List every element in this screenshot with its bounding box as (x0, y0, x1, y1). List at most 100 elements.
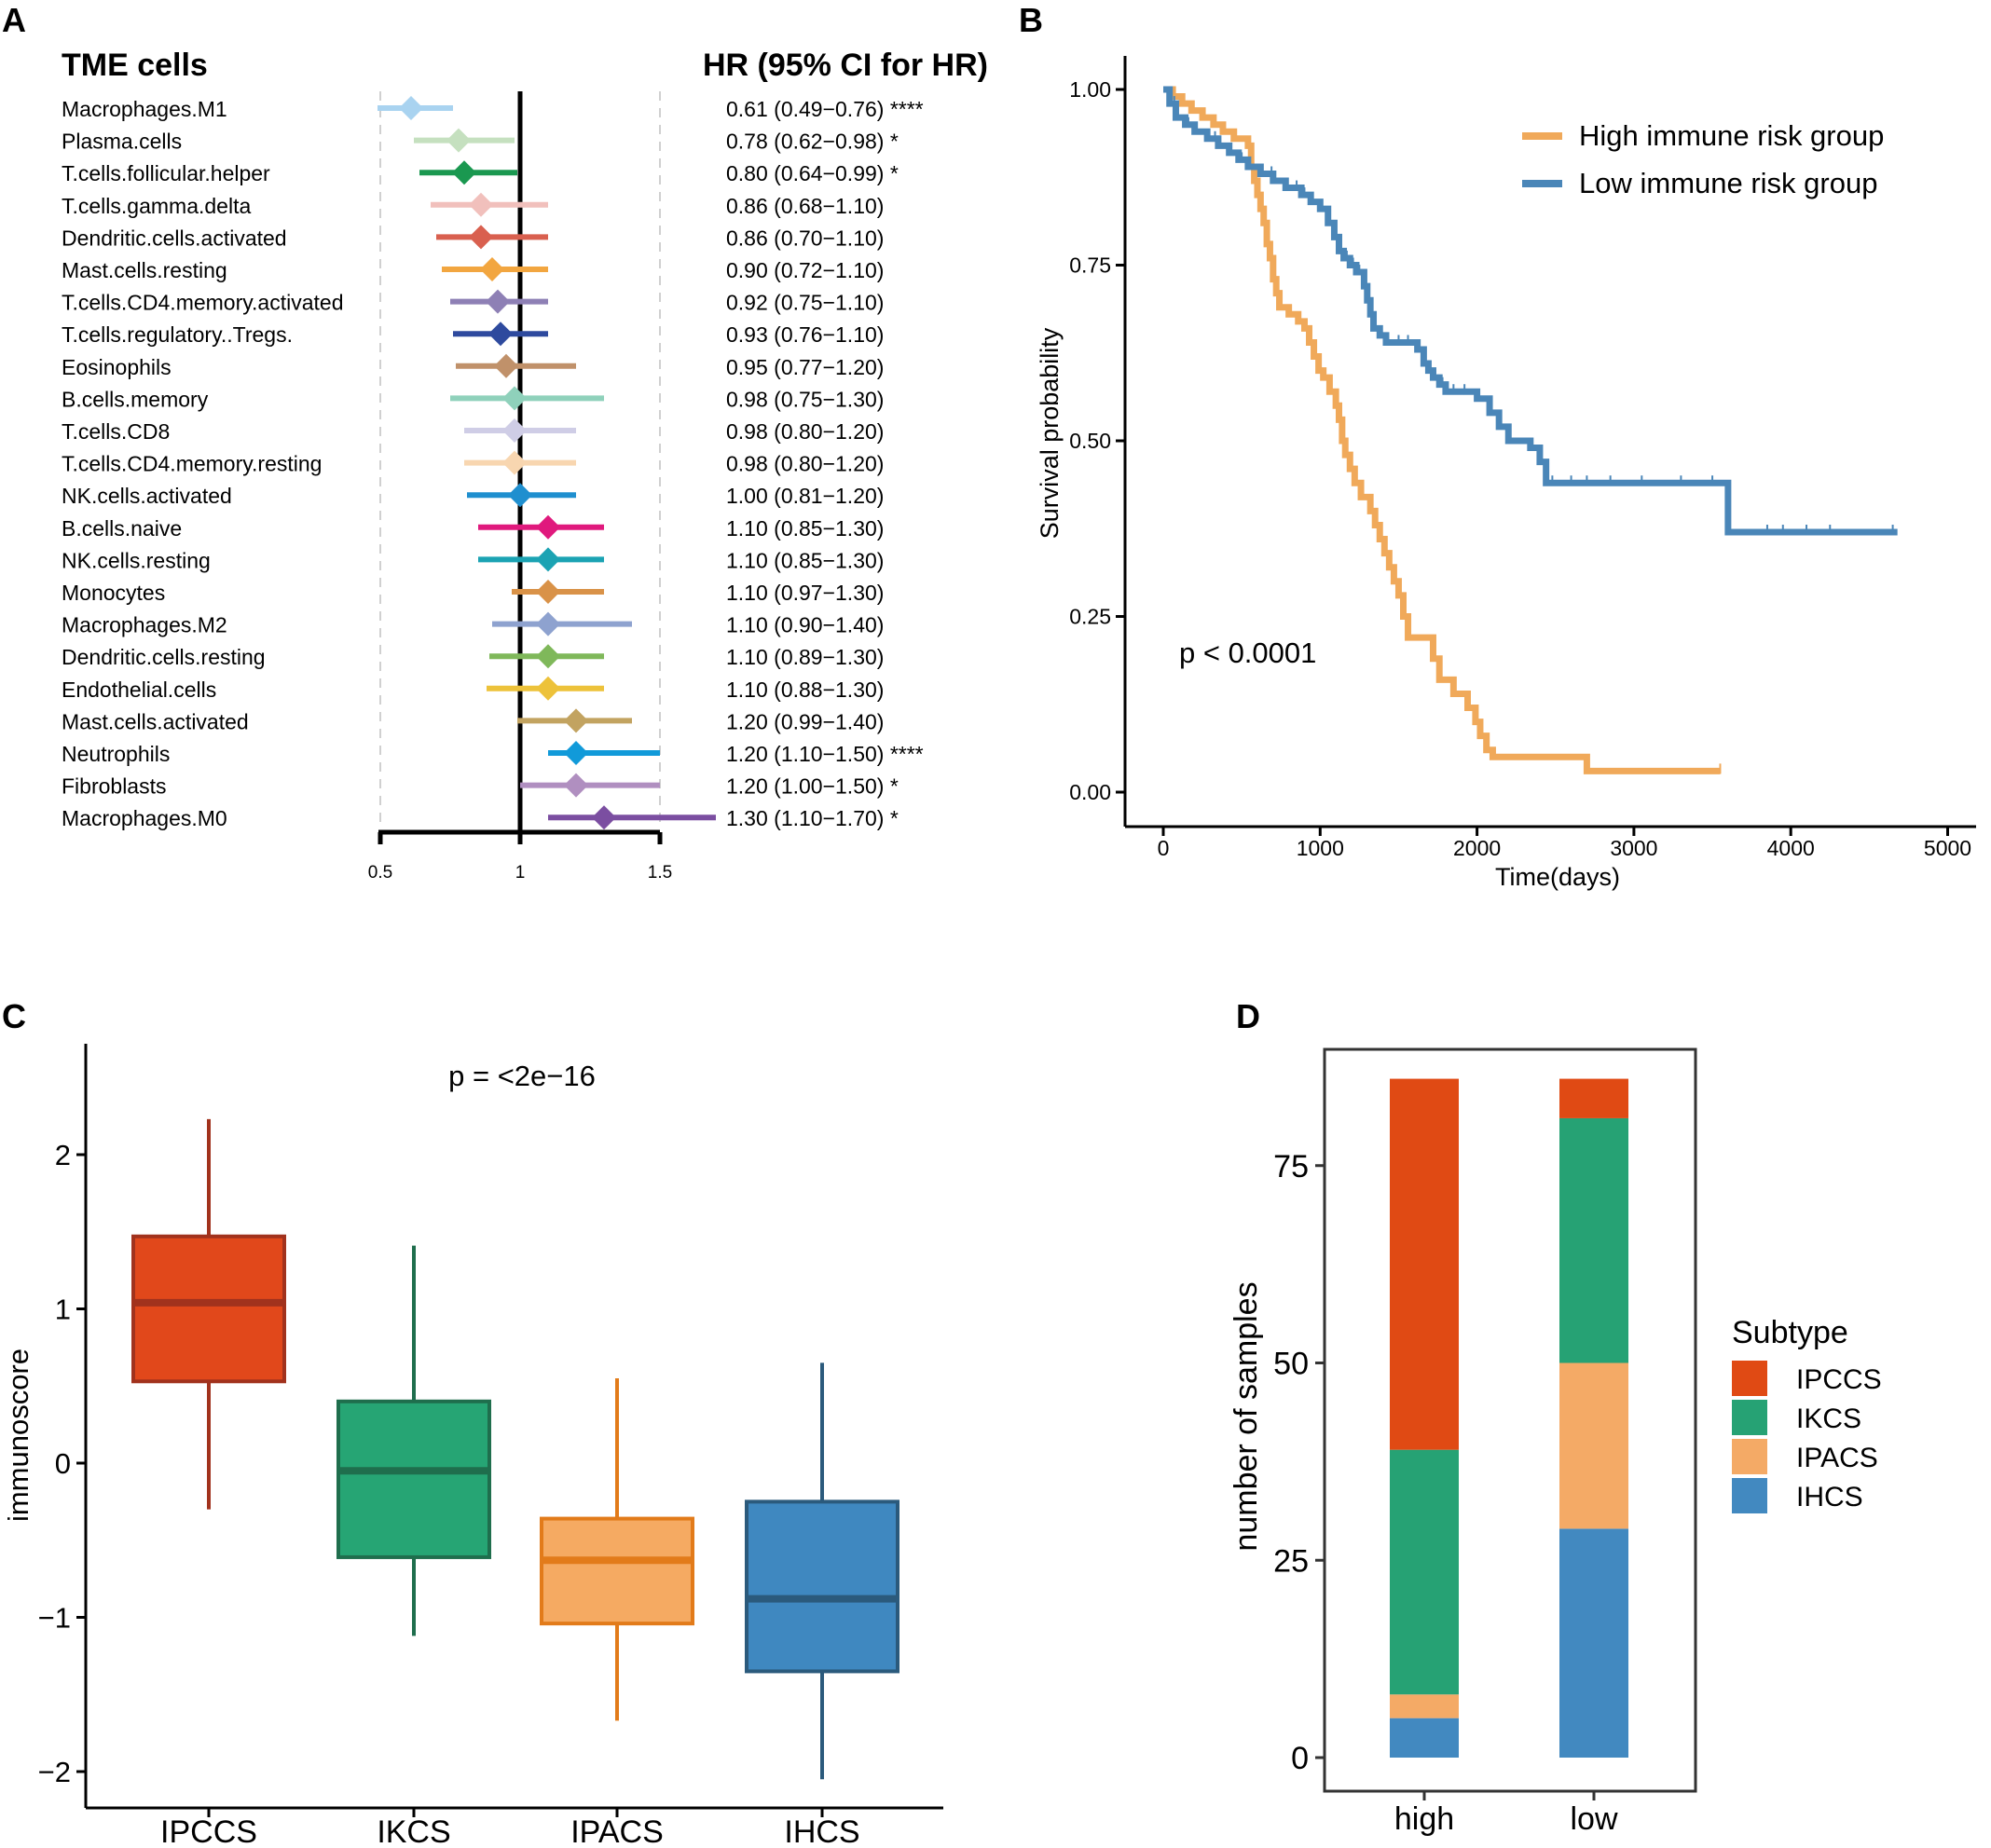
bar-y-label: number of samples (1229, 1281, 1264, 1551)
forest-row: B.cells.naive 1.10 (0.85−1.30) (62, 514, 884, 541)
forest-row-label: B.cells.naive (62, 516, 182, 541)
forest-row: Macrophages.M0 1.30 (1.10−1.70) * (62, 805, 899, 830)
panel-letter-b: B (1019, 1, 1043, 39)
forest-row: Plasma.cells 0.78 (0.62−0.98) * (62, 128, 899, 154)
forest-row-label: Macrophages.M2 (62, 613, 227, 637)
bar-legend: Subtype IPCCS IKCS IPACS IHCS (1732, 1315, 1882, 1513)
forest-row-value: 0.61 (0.49−0.76) **** (726, 97, 924, 121)
forest-row-label: T.cells.gamma.delta (62, 194, 251, 218)
box-iqr (745, 1499, 899, 1674)
forest-title-right: HR (95% CI for HR) (703, 48, 988, 83)
box-x-tick-label: IKCS (377, 1814, 450, 1848)
forest-row-label: Plasma.cells (62, 130, 182, 154)
km-y-tick-label: 0.75 (1069, 253, 1111, 278)
forest-row: Mast.cells.resting 0.90 (0.72−1.10) (62, 257, 884, 282)
forest-row-label: T.cells.regulatory..Tregs. (62, 322, 293, 347)
km-y-tick-label: 1.00 (1069, 77, 1111, 102)
box-ihcs (745, 1362, 899, 1780)
panel-letter-c: C (2, 997, 26, 1035)
forest-row-label: T.cells.CD4.memory.activated (62, 291, 344, 315)
forest-row: T.cells.CD4.memory.activated 0.92 (0.75−1… (62, 289, 884, 315)
forest-row-value: 1.10 (0.85−1.30) (726, 516, 884, 541)
forest-row-label: Fibroblasts (62, 774, 166, 799)
bar-y-tick-label: 0 (1291, 1741, 1309, 1776)
forest-row-label: T.cells.CD4.memory.resting (62, 452, 322, 476)
forest-row: T.cells.regulatory..Tregs. 0.93 (0.76−1.1… (62, 322, 884, 347)
forest-row-label: Dendritic.cells.resting (62, 645, 266, 669)
forest-row-value: 0.78 (0.62−0.98) * (726, 130, 899, 154)
forest-row-value: 0.86 (0.68−1.10) (726, 194, 884, 218)
forest-row: B.cells.memory 0.98 (0.75−1.30) (62, 386, 884, 411)
box-iqr (540, 1516, 694, 1626)
box-y-tick-label: 0 (55, 1447, 71, 1480)
box-items (131, 1118, 899, 1780)
bar-y-tick-label: 25 (1273, 1543, 1309, 1579)
forest-row-label: NK.cells.resting (62, 548, 211, 572)
box-p-value: p = <2e−16 (448, 1060, 596, 1092)
legend-swatch-ipacs (1732, 1439, 1767, 1474)
bar-segment-high-ihcs (1390, 1718, 1459, 1758)
bar-panel-border (1323, 1047, 1697, 1793)
forest-row-value: 1.10 (0.85−1.30) (726, 548, 884, 572)
km-x-tick-label: 3000 (1610, 836, 1657, 860)
forest-row: T.cells.gamma.delta 0.86 (0.68−1.10) (62, 192, 884, 218)
forest-hr-marker (508, 483, 532, 508)
forest-row-value: 1.20 (1.10−1.50) **** (726, 742, 924, 766)
bar-segment-low-ipccs (1559, 1078, 1628, 1118)
bar-segment-high-ipacs (1390, 1694, 1459, 1718)
forest-row-value: 0.93 (0.76−1.10) (726, 322, 884, 347)
forest-row-label: T.cells.follicular.helper (62, 161, 270, 185)
forest-hr-marker (486, 289, 510, 314)
forest-hr-marker (480, 257, 504, 281)
forest-hr-marker (564, 741, 588, 765)
bar-segment-high-ipccs (1390, 1078, 1459, 1450)
forest-row-label: T.cells.CD8 (62, 419, 170, 444)
km-legend: High immune risk group Low immune risk g… (1522, 119, 1884, 199)
forest-row-label: Neutrophils (62, 742, 170, 766)
bar-ticks: 0 25 50 75 high low (1273, 1149, 1618, 1837)
box-y-tick-label: 1 (55, 1294, 71, 1326)
forest-hr-marker (446, 128, 471, 153)
forest-row: NK.cells.resting 1.10 (0.85−1.30) (62, 547, 884, 572)
box-y-label: immunoscore (2, 1348, 34, 1522)
forest-hr-marker (399, 96, 423, 120)
forest-hr-marker (536, 676, 560, 701)
forest-row: T.cells.CD4.memory.resting 0.98 (0.80−1.2… (62, 450, 884, 476)
box-ipccs (131, 1118, 286, 1510)
forest-hr-marker (452, 160, 476, 185)
forest-row-value: 0.98 (0.80−1.20) (726, 419, 884, 444)
legend-label-ipccs: IPCCS (1796, 1364, 1882, 1395)
forest-row-value: 1.00 (0.81−1.20) (726, 484, 884, 508)
forest-row-label: Macrophages.M1 (62, 97, 227, 121)
forest-hr-marker (502, 418, 527, 443)
panel-letter-d: D (1236, 997, 1260, 1035)
forest-hr-marker (469, 225, 493, 250)
km-y-tick-label: 0.25 (1069, 605, 1111, 629)
panel-letter-a: A (2, 1, 26, 39)
forest-hr-marker (564, 773, 588, 798)
forest-row-value: 0.98 (0.80−1.20) (726, 452, 884, 476)
bar-y-tick-label: 75 (1273, 1149, 1309, 1184)
forest-row-value: 1.10 (0.89−1.30) (726, 645, 884, 669)
bar-y-tick-label: 50 (1273, 1347, 1309, 1382)
km-x-tick-label: 4000 (1767, 836, 1815, 860)
forest-row-value: 1.10 (0.97−1.30) (726, 581, 884, 605)
forest-row: Endothelial.cells 1.10 (0.88−1.30) (62, 676, 884, 702)
forest-row-label: Monocytes (62, 581, 165, 605)
box-ticks: −2 −1 0 1 2 IPCCS IKCS IPACS IHCS (38, 1139, 860, 1848)
forest-hr-marker (536, 611, 560, 637)
forest-row-value: 0.98 (0.75−1.30) (726, 387, 884, 411)
km-y-tick-label: 0.00 (1069, 780, 1111, 804)
forest-row-label: Mast.cells.resting (62, 258, 227, 282)
forest-row-value: 1.10 (0.90−1.40) (726, 613, 884, 637)
legend-swatch-ikcs (1732, 1400, 1767, 1435)
forest-row-label: Eosinophils (62, 355, 172, 379)
legend-label-low-risk: Low immune risk group (1579, 167, 1877, 199)
stacked-bar-panel: 0 25 50 75 high low number of samples Subtype… (1229, 1047, 1882, 1837)
forest-hr-marker (488, 322, 513, 347)
legend-title-subtype: Subtype (1732, 1315, 1848, 1350)
km-x-label: Time(days) (1495, 863, 1620, 891)
km-p-value: p < 0.0001 (1179, 637, 1316, 669)
forest-row-value: 0.80 (0.64−0.99) * (726, 161, 899, 185)
forest-row-label: Macrophages.M0 (62, 806, 227, 830)
